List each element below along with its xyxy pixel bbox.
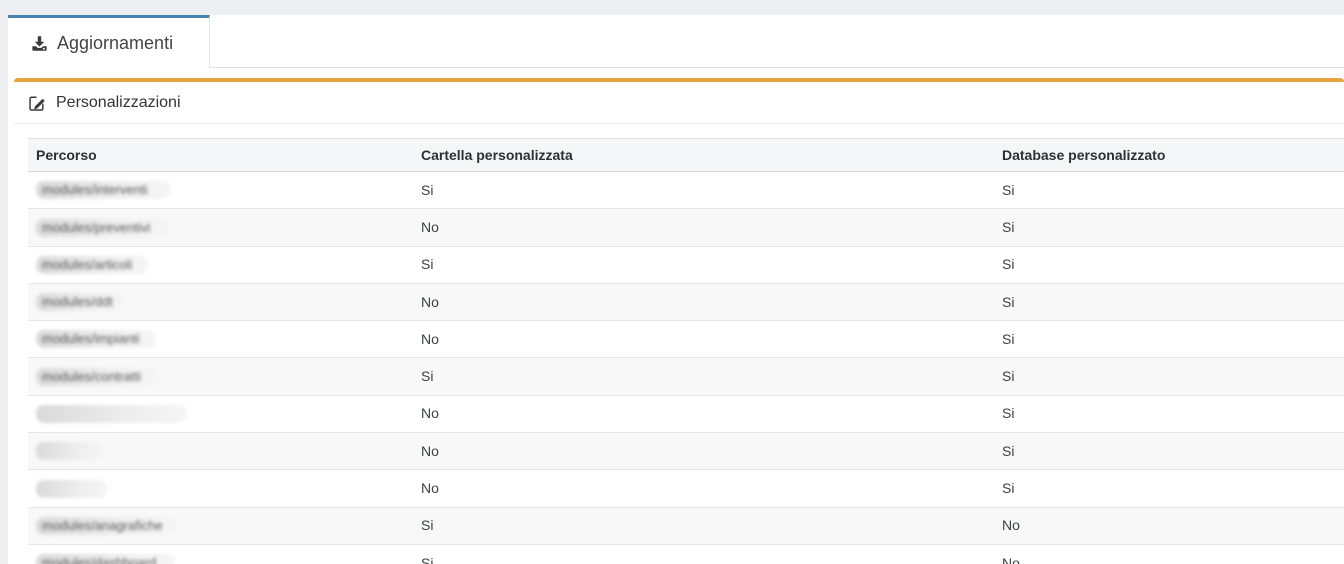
- cell-percorso: modules/articoli: [28, 246, 413, 284]
- cell-database-personalizzato: Si: [994, 395, 1344, 434]
- download-icon: [31, 35, 48, 52]
- card-body: Percorso Cartella personalizzata Databas…: [14, 124, 1344, 564]
- cell-percorso: [28, 469, 413, 508]
- cell-percorso: [28, 432, 413, 471]
- cell-cartella-personalizzata: No: [413, 208, 994, 247]
- cell-database-personalizzato: Si: [994, 246, 1344, 284]
- cell-database-personalizzato: Si: [994, 432, 1344, 471]
- table-row: modules/ddt No Si: [28, 283, 1344, 322]
- tab-label: Aggiornamenti: [57, 33, 174, 53]
- cell-cartella-personalizzata: No: [413, 283, 994, 322]
- table-header-row: Percorso Cartella personalizzata Databas…: [28, 138, 1344, 172]
- table-row: modules/contratti Si Si: [28, 357, 1344, 396]
- cell-percorso: modules/interventi: [28, 171, 413, 210]
- edit-icon: [28, 94, 46, 112]
- card-title: Personalizzazioni: [56, 94, 181, 111]
- column-header-cartella-personalizzata: Cartella personalizzata: [413, 138, 994, 172]
- cell-database-personalizzato: Si: [994, 320, 1344, 359]
- table-row: modules/interventi Si Si: [28, 171, 1344, 210]
- cell-percorso: modules/impianti: [28, 320, 413, 359]
- table-body: modules/interventi Si Si modules/preventivi…: [28, 171, 1344, 564]
- table-row: modules/dashboard Si No: [28, 544, 1344, 564]
- cell-percorso: [28, 395, 413, 434]
- redacted-path-text: modules/anagrafiche: [36, 516, 179, 535]
- cell-database-personalizzato: Si: [994, 171, 1344, 210]
- tab-aggiornamenti[interactable]: Aggiornamenti: [8, 15, 210, 69]
- cell-cartella-personalizzata: No: [413, 432, 994, 471]
- redacted-path-text: modules/dashboard: [36, 554, 175, 564]
- cell-cartella-personalizzata: Si: [413, 544, 994, 564]
- cell-cartella-personalizzata: Si: [413, 507, 994, 545]
- cell-cartella-personalizzata: Si: [413, 171, 994, 210]
- cell-percorso: modules/dashboard: [28, 544, 413, 564]
- cell-cartella-personalizzata: No: [413, 320, 994, 359]
- column-header-database-personalizzato: Database personalizzato: [994, 138, 1344, 172]
- table-row: modules/preventivi No Si: [28, 208, 1344, 247]
- cell-database-personalizzato: Si: [994, 283, 1344, 322]
- redacted-path-text: [36, 479, 107, 498]
- redacted-path-text: modules/impianti: [36, 330, 156, 349]
- personalizzazioni-card: Personalizzazioni Percorso Cartella pers…: [14, 78, 1344, 564]
- redacted-path-text: modules/contratti: [36, 367, 158, 386]
- cell-database-personalizzato: No: [994, 507, 1344, 545]
- cell-cartella-personalizzata: Si: [413, 246, 994, 284]
- table-row: No Si: [28, 432, 1344, 471]
- redacted-path-text: [36, 442, 103, 461]
- column-header-percorso: Percorso: [28, 138, 413, 172]
- cell-database-personalizzato: Si: [994, 469, 1344, 508]
- redacted-path-text: modules/ddt: [36, 293, 124, 312]
- main-panel: Aggiornamenti Personalizzazioni Percorso…: [8, 15, 1344, 564]
- cell-cartella-personalizzata: No: [413, 395, 994, 434]
- cell-database-personalizzato: Si: [994, 208, 1344, 247]
- redacted-path-text: modules/articoli: [36, 255, 148, 274]
- redacted-path-text: modules/interventi: [36, 181, 171, 200]
- cell-percorso: modules/anagrafiche: [28, 507, 413, 545]
- cell-database-personalizzato: No: [994, 544, 1344, 564]
- personalizzazioni-table: Percorso Cartella personalizzata Databas…: [28, 138, 1344, 564]
- cell-percorso: modules/ddt: [28, 283, 413, 322]
- cell-cartella-personalizzata: Si: [413, 357, 994, 396]
- cell-percorso: modules/contratti: [28, 357, 413, 396]
- redacted-path-text: modules/preventivi: [36, 218, 169, 237]
- card-header: Personalizzazioni: [14, 82, 1344, 124]
- table-row: modules/impianti No Si: [28, 320, 1344, 359]
- table-row: No Si: [28, 395, 1344, 434]
- cell-cartella-personalizzata: No: [413, 469, 994, 508]
- table-row: modules/articoli Si Si: [28, 246, 1344, 284]
- table-row: No Si: [28, 469, 1344, 508]
- cell-percorso: modules/preventivi: [28, 208, 413, 247]
- redacted-path-text: [36, 405, 187, 424]
- table-row: modules/anagrafiche Si No: [28, 507, 1344, 545]
- cell-database-personalizzato: Si: [994, 357, 1344, 396]
- tab-bar: Aggiornamenti: [8, 15, 1344, 69]
